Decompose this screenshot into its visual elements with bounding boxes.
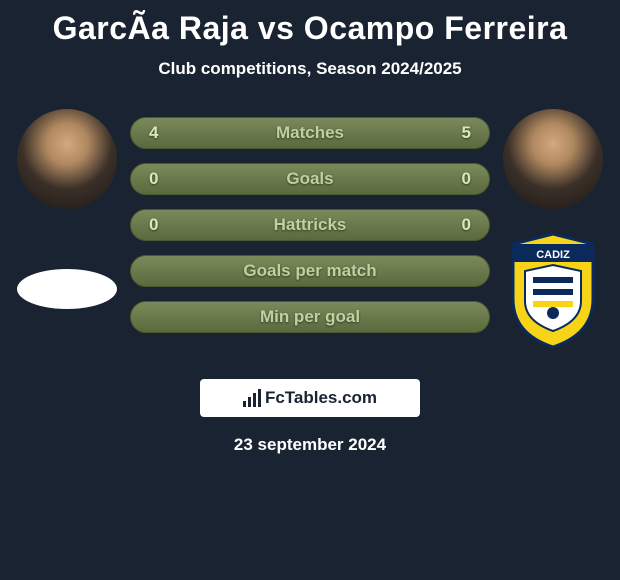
- stats-column: 4 Matches 5 0 Goals 0 0 Hattricks 0 Goal…: [130, 117, 490, 333]
- subtitle: Club competitions, Season 2024/2025: [0, 59, 620, 79]
- stat-bar-matches: 4 Matches 5: [130, 117, 490, 149]
- player-right-club-badge: CADIZ: [503, 229, 603, 349]
- watermark-text: FcTables.com: [265, 388, 377, 408]
- player-right-avatar: [503, 109, 603, 209]
- svg-text:CADIZ: CADIZ: [536, 249, 570, 261]
- page-title: GarcÃ­a Raja vs Ocampo Ferreira: [0, 10, 620, 47]
- stat-bar-hattricks: 0 Hattricks 0: [130, 209, 490, 241]
- bars-icon: [243, 389, 261, 407]
- stat-right-value: 0: [462, 215, 471, 235]
- date-text: 23 september 2024: [0, 435, 620, 455]
- stat-left-value: 0: [149, 215, 158, 235]
- stat-left-value: 4: [149, 123, 158, 143]
- stat-label: Matches: [276, 123, 344, 143]
- stat-bar-goals-per-match: Goals per match: [130, 255, 490, 287]
- player-left-column: [12, 109, 122, 349]
- cadiz-shield-icon: CADIZ: [503, 229, 603, 349]
- stat-label: Min per goal: [260, 307, 360, 327]
- stat-left-value: 0: [149, 169, 158, 189]
- player-left-avatar: [17, 109, 117, 209]
- comparison-area: 4 Matches 5 0 Goals 0 0 Hattricks 0 Goal…: [0, 109, 620, 349]
- stat-bar-goals: 0 Goals 0: [130, 163, 490, 195]
- stat-label: Hattricks: [274, 215, 347, 235]
- stat-label: Goals: [286, 169, 333, 189]
- player-right-column: CADIZ: [498, 109, 608, 349]
- stat-bar-min-per-goal: Min per goal: [130, 301, 490, 333]
- club-badge-placeholder-icon: [17, 269, 117, 309]
- player-left-club-badge: [17, 229, 117, 349]
- stat-right-value: 5: [462, 123, 471, 143]
- stat-right-value: 0: [462, 169, 471, 189]
- stat-label: Goals per match: [243, 261, 376, 281]
- watermark-badge: FcTables.com: [200, 379, 420, 417]
